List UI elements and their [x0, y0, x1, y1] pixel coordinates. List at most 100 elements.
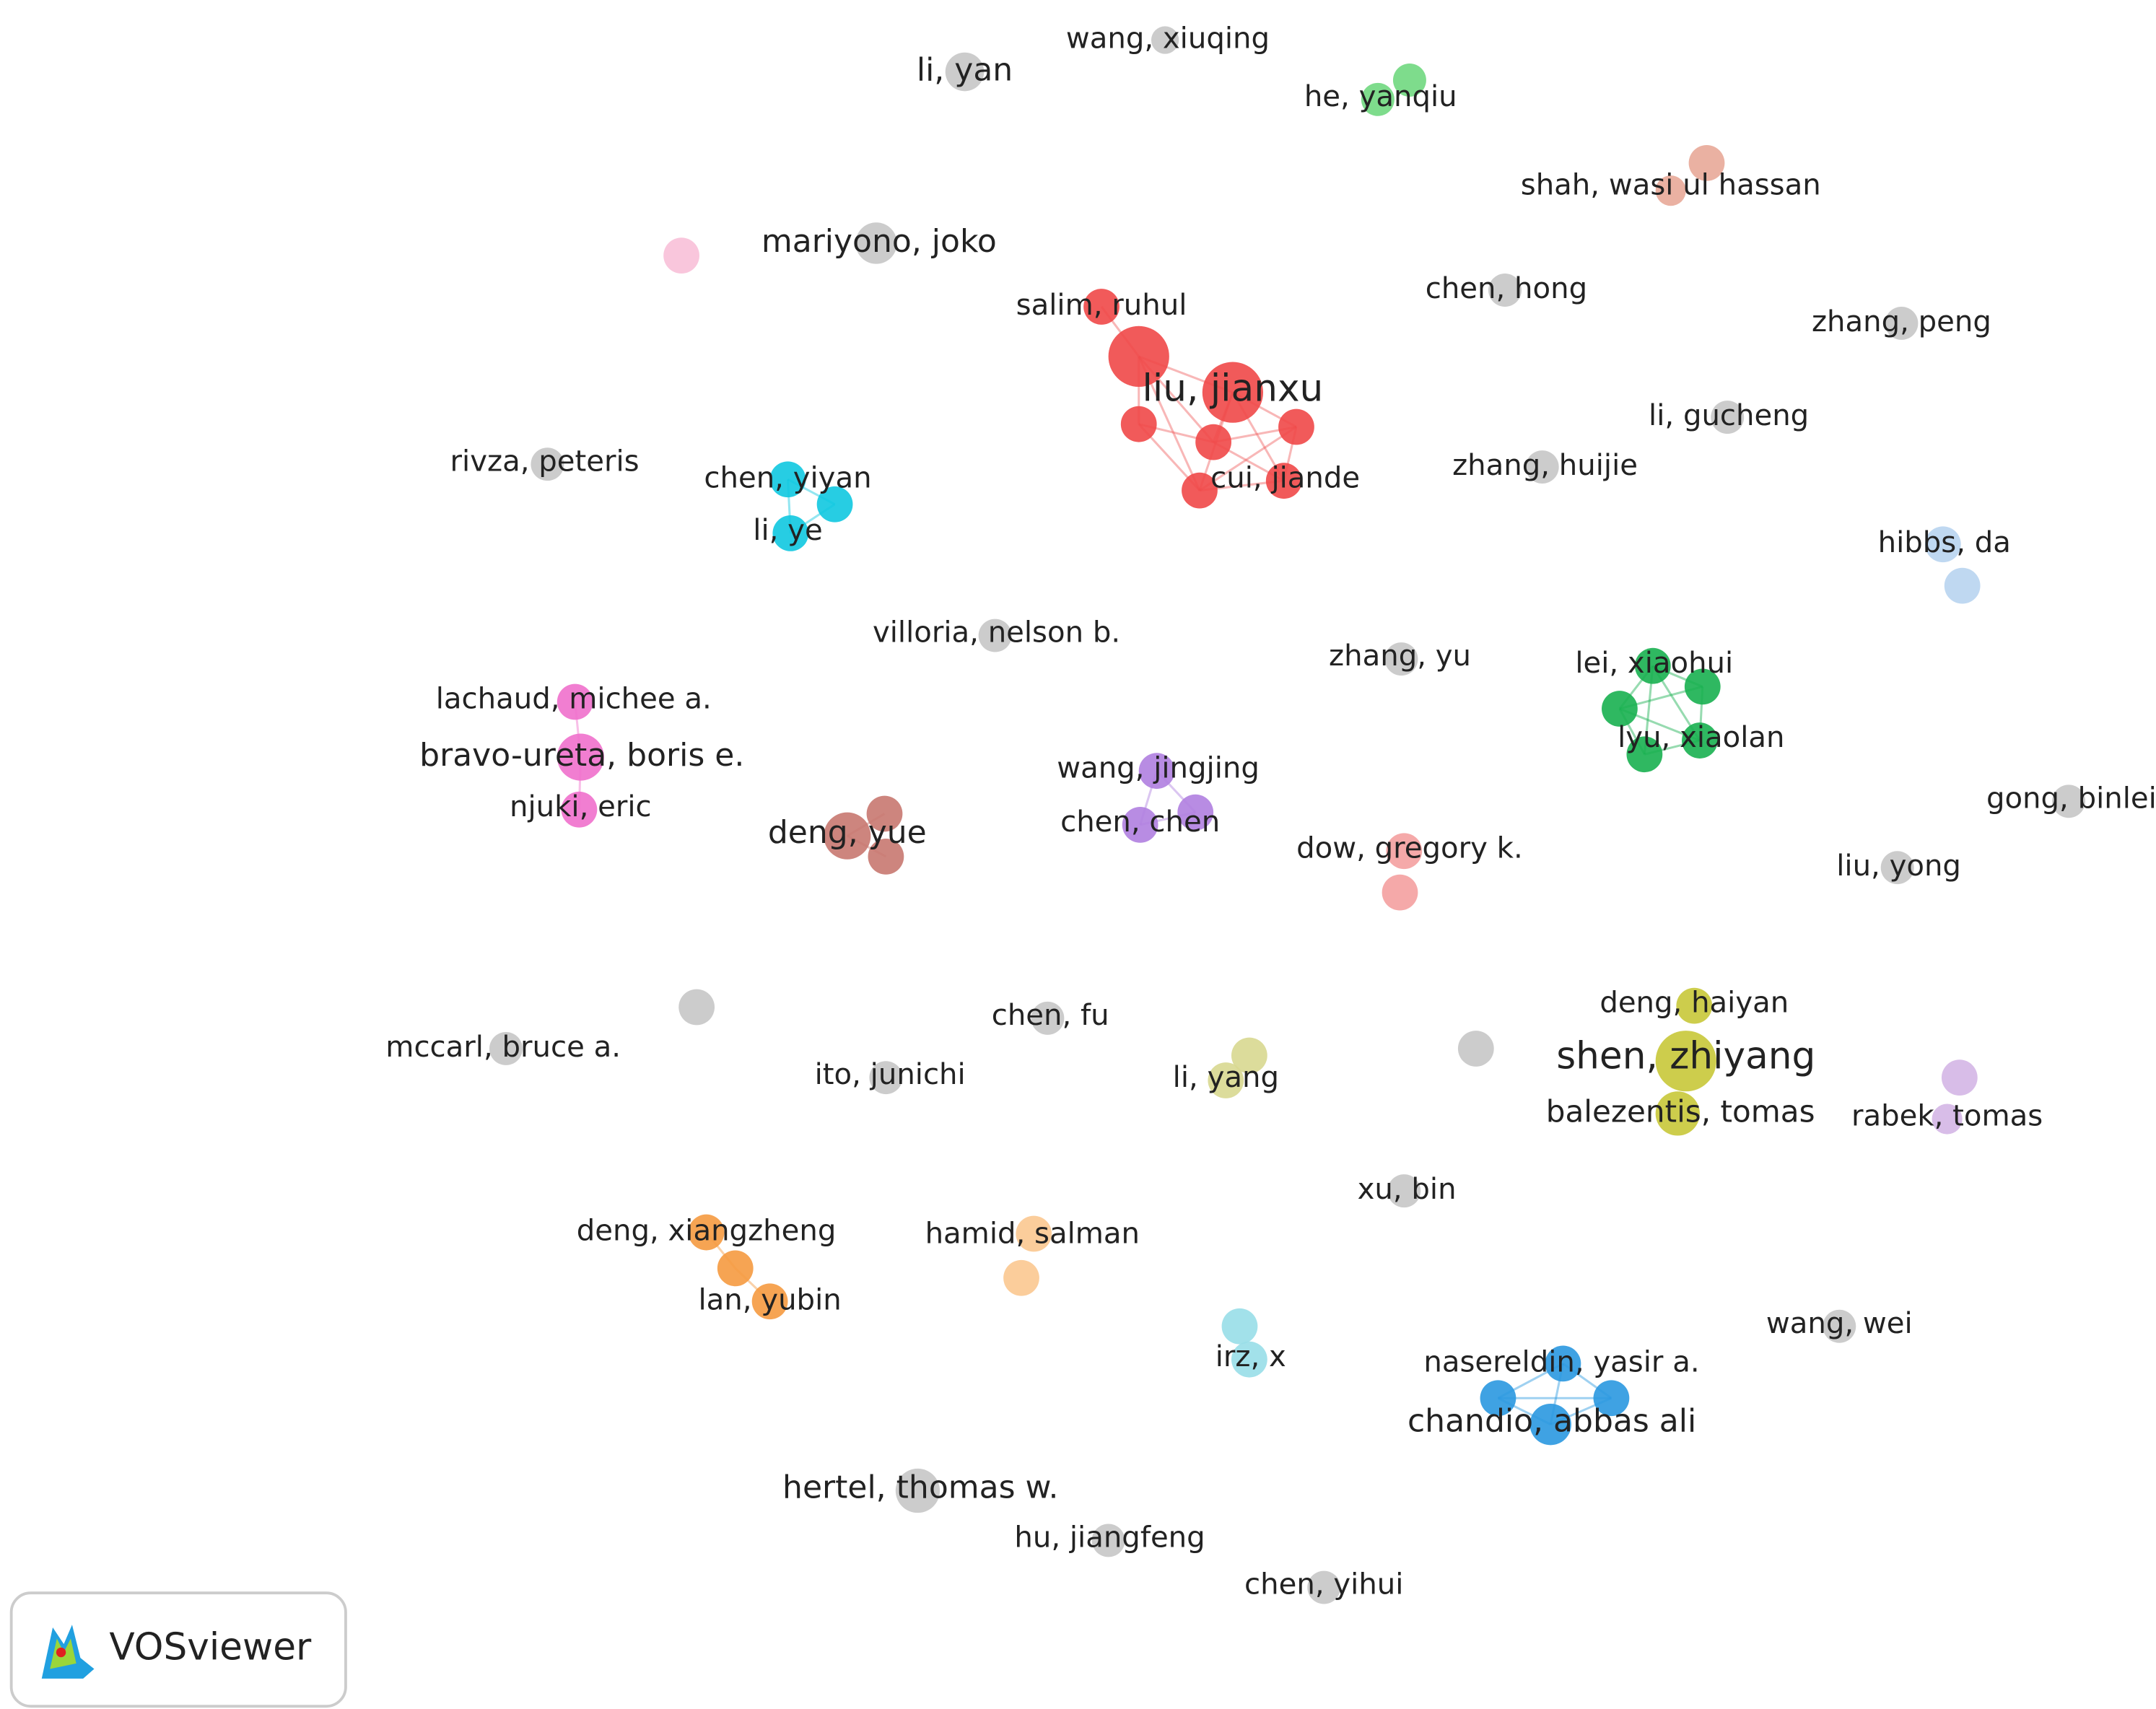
node: [751, 1283, 788, 1320]
node: [1208, 1062, 1244, 1098]
node: [868, 838, 904, 875]
node: [945, 52, 985, 92]
node-label: irz, x: [1216, 1340, 1286, 1373]
node: [688, 1214, 725, 1251]
node-label: chen, chen: [1060, 805, 1220, 839]
node: [869, 1061, 903, 1095]
node-label: li, yang: [1173, 1061, 1279, 1094]
node: [1122, 806, 1158, 843]
node-label: he, yanqiu: [1304, 80, 1457, 113]
node: [1384, 642, 1418, 676]
node: [1182, 472, 1218, 509]
node: [769, 461, 806, 498]
node: [1231, 1037, 1267, 1074]
node-label: mariyono, joko: [761, 223, 997, 260]
node: [1003, 1259, 1039, 1296]
node: [1278, 408, 1314, 445]
node-label: li, yan: [917, 52, 1013, 89]
node-label: xu, bin: [1358, 1173, 1457, 1206]
node: [866, 795, 903, 832]
node-label: hu, jiangfeng: [1014, 1521, 1205, 1555]
node-label: lachaud, michee a.: [436, 683, 712, 716]
node: [816, 486, 853, 523]
node: [1602, 691, 1638, 727]
node: [1885, 306, 1919, 340]
node-label: rabek, tomas: [1851, 1100, 2043, 1133]
node-label: deng, haiyan: [1599, 987, 1789, 1020]
node: [1361, 82, 1395, 116]
node: [557, 683, 593, 720]
node: [1221, 1308, 1258, 1345]
node: [1655, 1091, 1700, 1136]
node: [1120, 406, 1157, 442]
node-label: chen, hong: [1426, 272, 1587, 305]
node: [1932, 1103, 1963, 1135]
node: [1944, 567, 1981, 604]
node: [489, 1031, 523, 1065]
node: [1231, 1341, 1267, 1378]
labels: wang, xiuqing li, yan he, yanqiu shah, wasi…: [385, 22, 2156, 1601]
node: [717, 1250, 754, 1287]
node: [1682, 722, 1718, 759]
node-label: wang, wei: [1766, 1307, 1913, 1340]
node-label: chen, yiyan: [704, 461, 871, 494]
node-label: lyu, xiaolan: [1618, 721, 1784, 754]
node: [1151, 26, 1179, 54]
node: [1655, 1031, 1716, 1092]
node-label: shah, wasi ul hassan: [1521, 168, 1821, 201]
badge-box[interactable]: [9, 1591, 347, 1708]
node: [1265, 463, 1302, 499]
node-label: rivza, peteris: [450, 445, 640, 478]
node-label: ito, junichi: [815, 1058, 966, 1091]
node: [1676, 987, 1713, 1024]
node-label: bravo-ureta, boris e.: [419, 737, 744, 774]
node-label: villoria, nelson b.: [873, 616, 1120, 650]
node-label: zhang, huijie: [1452, 449, 1638, 482]
node: [1941, 1059, 1978, 1096]
node-label: chen, fu: [992, 999, 1109, 1032]
node: [978, 619, 1012, 652]
node-label: liu, jianxu: [1143, 367, 1324, 411]
node: [895, 1468, 940, 1513]
node: [1382, 874, 1418, 911]
node: [1545, 1345, 1581, 1382]
node: [1529, 1403, 1571, 1446]
node: [1031, 1001, 1065, 1035]
nodes: [489, 26, 2086, 1604]
node: [1195, 424, 1231, 460]
node: [1626, 736, 1663, 773]
node-label: balezentis, tomas: [1546, 1093, 1815, 1129]
node: [1688, 145, 1725, 181]
node-label: cui, jiande: [1210, 461, 1360, 494]
node: [1108, 325, 1169, 388]
node-label: mccarl, bruce a.: [385, 1031, 621, 1064]
node: [1684, 668, 1721, 705]
vosviewer-badge[interactable]: VOSviewer: [9, 1591, 347, 1708]
logo-text: VOSviewer: [109, 1626, 312, 1669]
logo-icon-core: [56, 1647, 66, 1658]
node: [1307, 1570, 1341, 1604]
node: [1387, 1174, 1421, 1208]
node: [1083, 289, 1120, 325]
link: [1199, 426, 1297, 491]
node: [1880, 851, 1914, 885]
node-label: deng, xiangzheng: [577, 1215, 837, 1248]
node: [1386, 833, 1423, 870]
node: [1392, 64, 1426, 97]
node: [1202, 362, 1264, 423]
node-label: li, ye: [753, 514, 822, 547]
node-label: li, gucheng: [1649, 399, 1809, 432]
node: [1634, 647, 1671, 684]
node-label: chen, yihui: [1244, 1568, 1403, 1601]
node-label: gong, binlei: [1986, 782, 2156, 815]
node-label: chandio, abbas ali: [1407, 1403, 1696, 1440]
node: [561, 791, 598, 828]
node-label: liu, yong: [1836, 849, 1961, 883]
node: [1655, 175, 1686, 206]
node-label: zhang, yu: [1329, 639, 1471, 673]
node: [663, 237, 699, 274]
node: [1091, 1524, 1125, 1557]
node-label: wang, jingjing: [1057, 751, 1260, 784]
node: [1177, 794, 1214, 831]
